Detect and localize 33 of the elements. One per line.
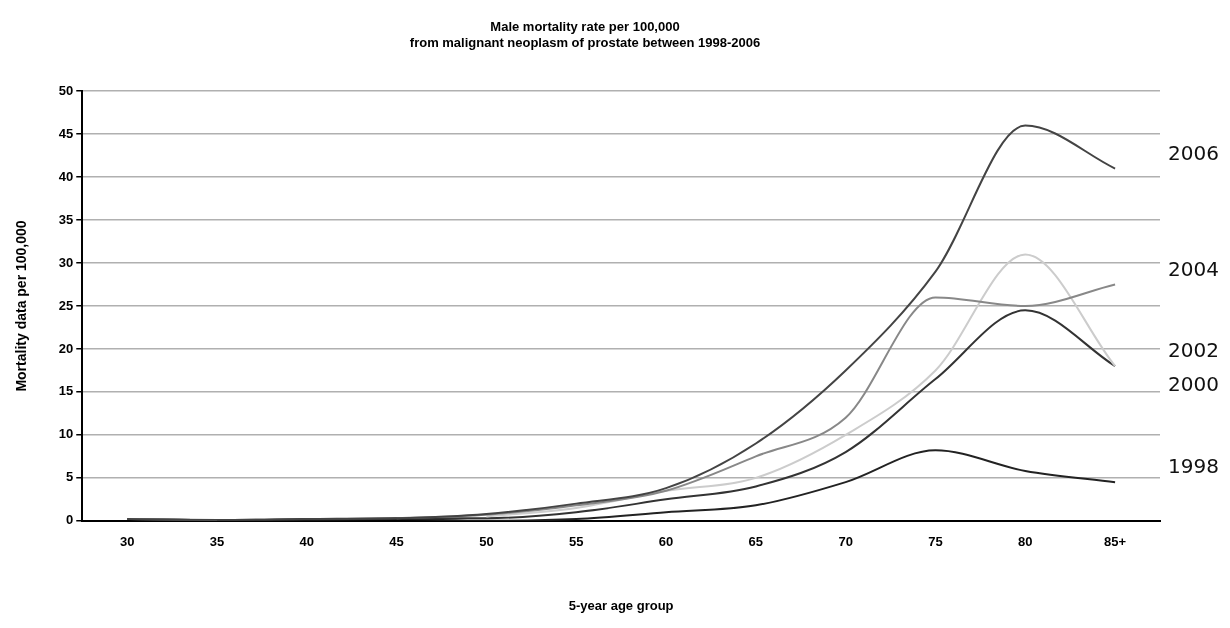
y-tick-label: 10 xyxy=(58,426,74,442)
x-axis-title: 5-year age group xyxy=(568,597,674,613)
x-tick-label: 75 xyxy=(928,534,943,550)
x-tick-label: 55 xyxy=(568,534,584,550)
y-tick-label: 0 xyxy=(66,512,74,528)
x-tick-label: 80 xyxy=(1018,534,1033,550)
line-series xyxy=(485,253,1117,518)
y-tick-label: 40 xyxy=(58,168,74,184)
text: 2000 xyxy=(1168,372,1219,397)
x-tick-label: 60 xyxy=(658,534,674,550)
x-tick-label: 50 xyxy=(479,534,494,550)
line-series xyxy=(126,124,1117,521)
text: 2006 xyxy=(1168,140,1219,165)
x-tick-label: 70 xyxy=(838,534,853,550)
y-tick-label: 5 xyxy=(66,469,74,485)
x-tick-label: 65 xyxy=(748,534,764,550)
y-tick-label: 30 xyxy=(58,254,74,270)
y-axis-title: Mortality data per 100,000 xyxy=(13,220,30,392)
text: 2002 xyxy=(1168,338,1219,363)
x-tick-label: 85+ xyxy=(1104,534,1127,550)
y-tick-label: 20 xyxy=(58,340,74,356)
y-tick-label: 15 xyxy=(58,383,74,399)
y-tick-label: 45 xyxy=(58,125,74,141)
x-tick-label: 40 xyxy=(299,534,315,550)
x-tick-label: 30 xyxy=(119,534,135,550)
chart-title: Male mortality rate per 100,000 from malignant neoplasm of prostate between 1998-2006 xyxy=(409,19,761,50)
text: 1998 xyxy=(1168,454,1219,479)
x-tick-label: 35 xyxy=(209,534,225,550)
x-tick-label: 45 xyxy=(389,534,404,550)
text: 2004 xyxy=(1168,256,1219,281)
y-tick-label: 35 xyxy=(58,211,74,227)
y-tick-label: 50 xyxy=(58,82,74,98)
y-tick-label: 25 xyxy=(58,297,74,313)
